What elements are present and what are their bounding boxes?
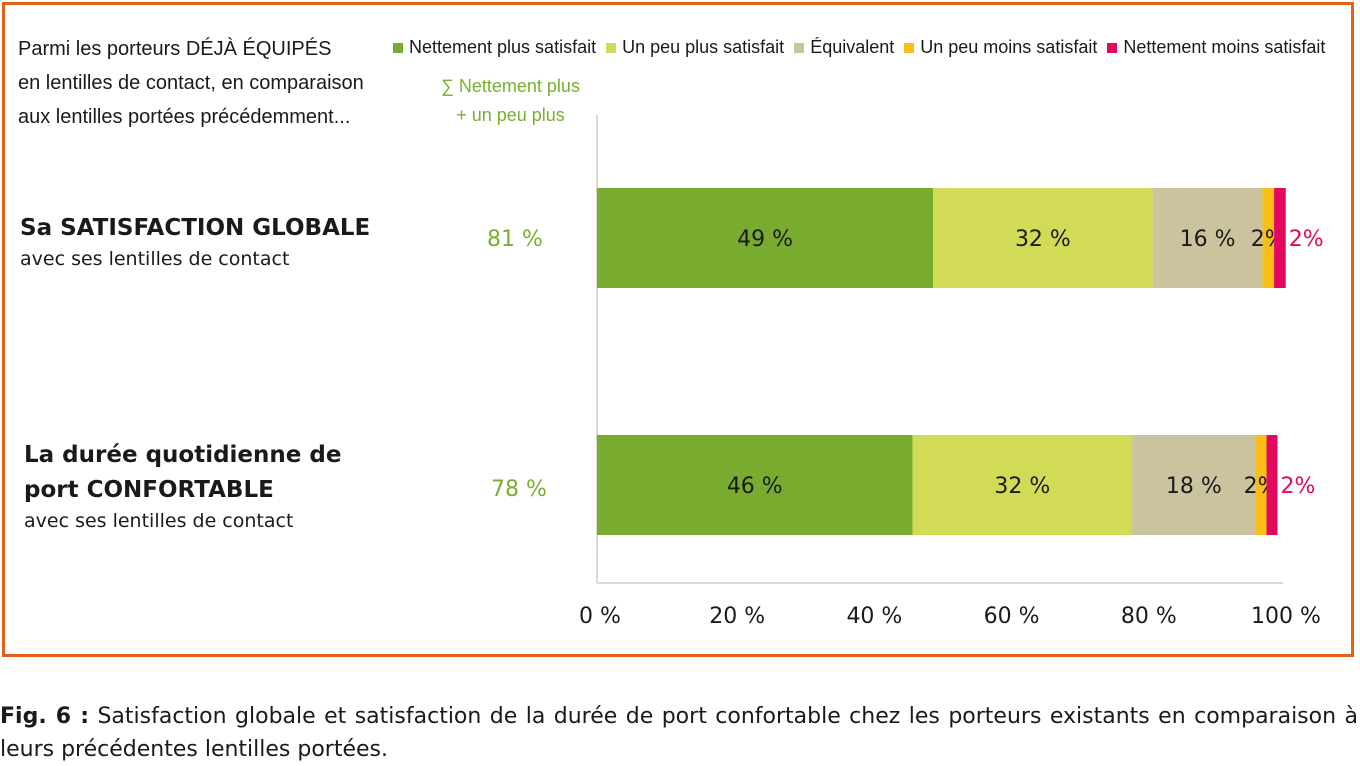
legend-swatch (904, 42, 915, 53)
bar-segment (1266, 435, 1278, 535)
data-label: 46 % (727, 474, 783, 499)
legend-item: Équivalent (794, 37, 894, 58)
sum-header-line: ∑ Nettement plus (441, 76, 580, 96)
row-subtitle: avec ses lentilles de contact (20, 248, 290, 270)
data-label: 18 % (1166, 474, 1222, 499)
sum-value: 81 % (487, 227, 543, 252)
legend-label: Un peu moins satisfait (920, 37, 1098, 57)
bar-segment (597, 188, 934, 288)
bar-segment (1255, 435, 1267, 535)
figure-number: Fig. 6 : (0, 704, 90, 729)
intro-line: en lentilles de contact, en comparaison (18, 72, 364, 94)
data-label: 49 % (737, 227, 793, 252)
intro-line: aux lentilles portées précédemment... (18, 106, 351, 128)
figure-caption: Fig. 6 : Satisfaction globale et satisfa… (0, 700, 1358, 766)
legend-item: Un peu plus satisfait (606, 37, 784, 58)
data-label: 2% (1281, 474, 1316, 499)
data-label: 32 % (994, 474, 1050, 499)
legend-label: Équivalent (810, 37, 895, 57)
row-title: La durée quotidienne de (24, 442, 342, 468)
bar-segment (1152, 188, 1263, 288)
x-tick-label: 0 % (579, 604, 621, 629)
data-label: 32 % (1015, 227, 1071, 252)
legend-label: Nettement moins satisfait (1123, 37, 1326, 57)
intro-text: Parmi les porteurs DÉJÀ ÉQUIPÉS en lenti… (18, 32, 364, 134)
chart-frame (2, 2, 1354, 657)
row-title: port CONFORTABLE (24, 477, 274, 503)
legend-swatch (794, 42, 805, 53)
bar-segment (1132, 435, 1256, 535)
bar-segment (1274, 188, 1286, 288)
row-title: Sa SATISFACTION GLOBALE (20, 215, 371, 241)
row-label-duree: La durée quotidienne de port CONFORTABLE… (24, 438, 341, 535)
legend-swatch (393, 42, 403, 53)
x-tick-label: 80 % (1121, 604, 1177, 629)
data-label: 16 % (1180, 227, 1236, 252)
row-subtitle: avec ses lentilles de contact (24, 510, 294, 532)
intro-line: Parmi les porteurs DÉJÀ ÉQUIPÉS (18, 38, 332, 60)
data-label: 2% (1289, 227, 1324, 252)
sum-value: 78 % (491, 477, 547, 502)
legend-swatch (606, 42, 617, 53)
x-tick-label: 40 % (846, 604, 902, 629)
bar-segment (933, 188, 1153, 288)
legend-item: Un peu moins satisfait (904, 37, 1097, 58)
sum-column-header: ∑ Nettement plus + un peu plus (438, 72, 583, 130)
legend-item: Nettement moins satisfait (1107, 37, 1325, 58)
caption-text: Satisfaction globale et satisfaction de … (0, 704, 1358, 762)
legend-swatch (1107, 42, 1118, 53)
x-tick-label: 60 % (984, 604, 1040, 629)
legend-label: Un peu plus satisfait (622, 37, 785, 57)
x-tick-label: 100 % (1251, 604, 1321, 629)
row-label-satisfaction: Sa SATISFACTION GLOBALE avec ses lentill… (20, 211, 370, 273)
legend-item: Nettement plus satisfait (393, 37, 596, 58)
bar-segment (1262, 188, 1275, 288)
legend-label: Nettement plus satisfait (409, 37, 597, 57)
x-tick-label: 20 % (709, 604, 765, 629)
sum-header-line: + un peu plus (456, 105, 565, 125)
bar-segment (597, 435, 913, 535)
legend: Nettement plus satisfait Un peu plus sat… (393, 37, 1325, 58)
bar-segment (912, 435, 1133, 535)
